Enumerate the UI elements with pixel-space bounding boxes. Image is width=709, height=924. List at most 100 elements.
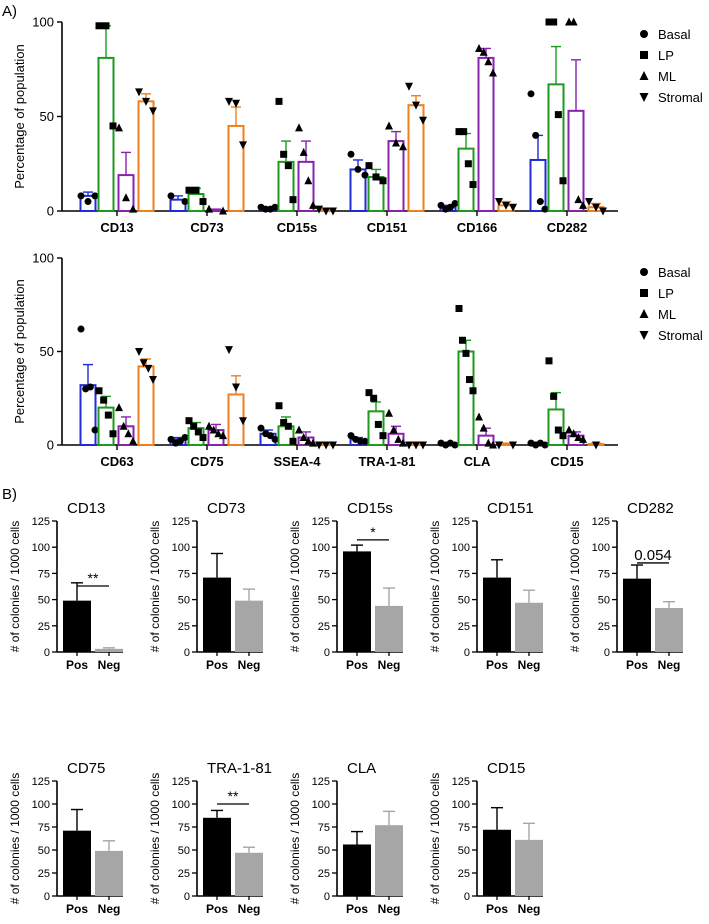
legend-label: Basal: [658, 27, 691, 42]
y-tick-label: 0: [324, 891, 330, 903]
y-tick-label: 0: [464, 891, 470, 903]
data-point: [455, 304, 463, 312]
data-point: [502, 201, 510, 210]
data-point: [509, 441, 517, 450]
data-point: [190, 422, 198, 430]
data-point: [536, 198, 544, 206]
bar: [547, 408, 565, 446]
data-point: [469, 181, 477, 189]
data-point: [484, 57, 493, 66]
bar: [567, 109, 585, 212]
y-axis-label: # of colonies / 1000 cells: [428, 521, 442, 652]
bar: [515, 839, 543, 896]
y-tick-label: 0: [44, 891, 50, 903]
x-tick-label: Pos: [626, 658, 648, 672]
data-point: [579, 200, 587, 209]
y-tick-label: 125: [312, 516, 330, 528]
y-tick-label: 125: [452, 516, 470, 528]
data-point: [284, 422, 292, 430]
bar: [235, 600, 263, 652]
data-point: [271, 203, 279, 211]
data-point: [532, 131, 540, 139]
data-point: [545, 357, 553, 365]
x-tick-label: TRA-1-81: [358, 454, 415, 469]
chart-title: CD73: [207, 500, 245, 517]
y-tick-label: 0: [464, 647, 470, 659]
y-tick-label: 25: [318, 621, 330, 633]
data-point: [550, 18, 558, 26]
bar: [63, 830, 91, 896]
data-point: [322, 207, 330, 216]
y-tick-label: 50: [178, 595, 190, 607]
y-tick-label: 0: [604, 647, 610, 659]
data-point: [394, 434, 403, 443]
data-point: [412, 441, 420, 450]
data-point: [167, 192, 175, 200]
y-tick-label: 0: [324, 647, 330, 659]
data-point: [469, 387, 477, 395]
data-point: [405, 82, 413, 91]
data-point: [91, 426, 99, 434]
bar: [169, 198, 187, 213]
data-point: [115, 403, 123, 412]
data-point: [451, 441, 459, 449]
data-point: [455, 128, 463, 136]
y-tick-label: 75: [318, 568, 330, 580]
bar: [277, 160, 295, 212]
legend-marker: [640, 51, 648, 59]
y-axis-label: # of colonies / 1000 cells: [148, 521, 162, 652]
x-tick-label: Neg: [98, 658, 121, 672]
x-tick-label: CD13: [100, 220, 133, 235]
x-tick-label: Neg: [238, 902, 261, 916]
data-point: [115, 123, 123, 132]
legend-marker: [640, 289, 648, 297]
data-point: [102, 22, 110, 30]
y-tick-label: 25: [458, 621, 470, 633]
y-tick-label: 0: [47, 204, 54, 219]
data-point: [299, 433, 308, 442]
x-tick-label: Neg: [378, 902, 401, 916]
bar: [387, 140, 405, 213]
data-point: [479, 47, 488, 56]
y-tick-label: 125: [312, 776, 330, 788]
x-tick-label: SSEA-4: [274, 454, 322, 469]
data-point: [91, 192, 99, 200]
data-point: [109, 122, 117, 130]
data-point: [405, 441, 413, 450]
data-point: [257, 424, 265, 432]
data-point: [466, 376, 473, 384]
data-point: [176, 437, 184, 445]
data-point: [459, 336, 466, 344]
legend-marker: [639, 309, 649, 318]
y-tick-label: 125: [172, 776, 190, 788]
legend-label: LP: [658, 286, 674, 301]
data-point: [419, 116, 427, 125]
x-tick-label: Neg: [98, 902, 121, 916]
data-point: [399, 438, 407, 447]
chart-title: CD75: [67, 760, 105, 777]
data-point: [412, 101, 420, 110]
data-point: [541, 441, 549, 449]
data-point: [209, 425, 218, 434]
data-point: [365, 389, 373, 397]
y-tick-label: 100: [32, 15, 54, 30]
data-point: [304, 176, 313, 185]
data-point: [295, 425, 303, 434]
y-axis-label: Percentage of population: [12, 44, 27, 189]
x-tick-label: Pos: [66, 902, 88, 916]
y-tick-label: 75: [458, 568, 470, 580]
bar: [97, 406, 115, 447]
y-tick-label: 75: [178, 822, 190, 834]
y-axis-label: # of colonies / 1000 cells: [8, 773, 22, 904]
data-point: [144, 364, 153, 373]
data-point: [275, 402, 283, 410]
data-point: [219, 431, 227, 440]
x-tick-label: CD75: [190, 454, 223, 469]
data-point: [205, 421, 213, 430]
data-point: [280, 150, 288, 158]
data-point: [437, 201, 445, 209]
data-point: [232, 99, 240, 108]
y-axis-label: # of colonies / 1000 cells: [8, 521, 22, 652]
